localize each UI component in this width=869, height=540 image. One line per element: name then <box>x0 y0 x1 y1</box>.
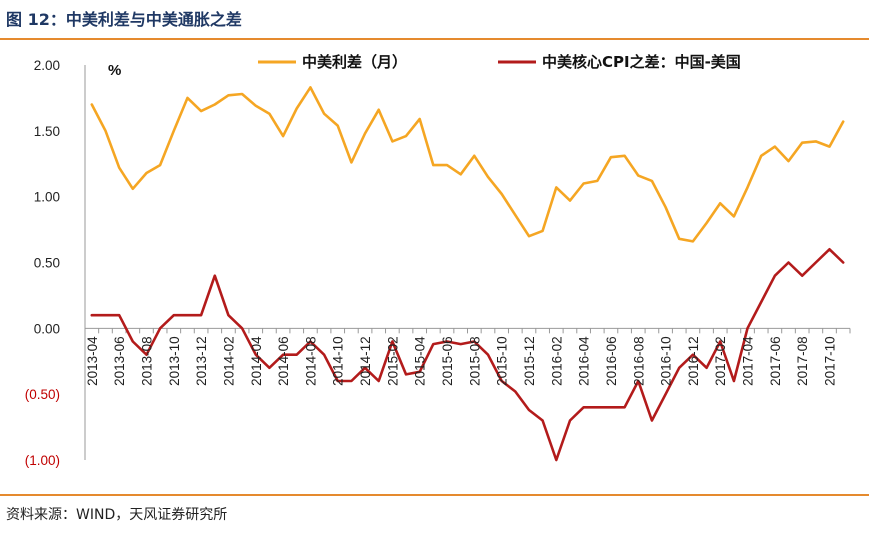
x-tick-label: 2014-04 <box>249 336 264 386</box>
series-line-1 <box>90 86 845 243</box>
x-tick-label: 2016-10 <box>659 336 674 386</box>
figure-title: 图 12：中美利差与中美通胀之差 <box>6 10 242 29</box>
x-tick-label: 2015-08 <box>467 336 482 386</box>
x-tick-label: 2013-04 <box>85 336 100 386</box>
y-tick-label: 0.50 <box>34 256 60 271</box>
y-tick-label: (0.50) <box>25 387 60 402</box>
y-tick-label: 1.50 <box>34 124 60 139</box>
y-tick-label: (1.00) <box>25 453 60 468</box>
chart-axes <box>84 65 851 460</box>
x-tick-label: 2017-02 <box>713 336 728 386</box>
y-tick-label: 0.00 <box>34 321 60 336</box>
x-tick-label: 2013-10 <box>167 336 182 386</box>
x-axis-labels: 2013-04 2013-06 2013-08 2013-10 2013-12 2014-… <box>85 336 838 386</box>
x-tick-label: 2015-02 <box>385 336 400 386</box>
x-tick-label: 2014-06 <box>276 336 291 386</box>
line-chart: 2.00 1.50 1.00 0.50 0.00 (0.50) (1.00) 2013-04… <box>25 53 851 468</box>
x-tick-label: 2013-12 <box>194 336 209 386</box>
x-tick-label: 2013-06 <box>112 336 127 386</box>
x-tick-label: 2017-04 <box>741 336 756 386</box>
x-tick-label: 2013-08 <box>139 336 154 386</box>
x-tick-label: 2017-10 <box>823 336 838 386</box>
x-tick-label: 2014-10 <box>331 336 346 386</box>
x-tick-label: 2015-04 <box>413 336 428 386</box>
x-tick-label: 2015-10 <box>495 336 510 386</box>
legend-label-1: 中美利差（月） <box>302 53 407 71</box>
x-tick-label: 2014-02 <box>221 336 236 386</box>
x-tick-label: 2015-12 <box>522 336 537 386</box>
x-tick-label: 2016-06 <box>604 336 619 386</box>
x-tick-label: 2016-12 <box>686 336 701 386</box>
source-note: 资料来源：WIND，天风证券研究所 <box>6 507 228 523</box>
x-tick-label: 2015-06 <box>440 336 455 386</box>
top-rule <box>0 38 869 40</box>
chart-legend: 中美利差（月） 中美核心CPI之差：中国-美国 <box>258 53 741 71</box>
bottom-rule <box>0 494 869 496</box>
x-tick-label: 2014-12 <box>358 336 373 386</box>
x-tick-label: 2014-08 <box>303 336 318 386</box>
x-tick-label: 2016-02 <box>549 336 564 386</box>
y-tick-label: 2.00 <box>34 58 60 73</box>
x-tick-label: 2017-06 <box>768 336 783 386</box>
y-tick-label: 1.00 <box>34 190 60 205</box>
y-axis-labels: 2.00 1.50 1.00 0.50 0.00 (0.50) (1.00) <box>25 58 60 468</box>
chart-series <box>90 86 845 462</box>
x-tick-label: 2016-08 <box>631 336 646 386</box>
x-tick-label: 2016-04 <box>577 336 592 386</box>
legend-label-2: 中美核心CPI之差：中国-美国 <box>542 53 741 71</box>
y-unit-label: % <box>108 62 121 79</box>
series-line-2 <box>90 248 845 462</box>
x-tick-label: 2017-08 <box>795 336 810 386</box>
